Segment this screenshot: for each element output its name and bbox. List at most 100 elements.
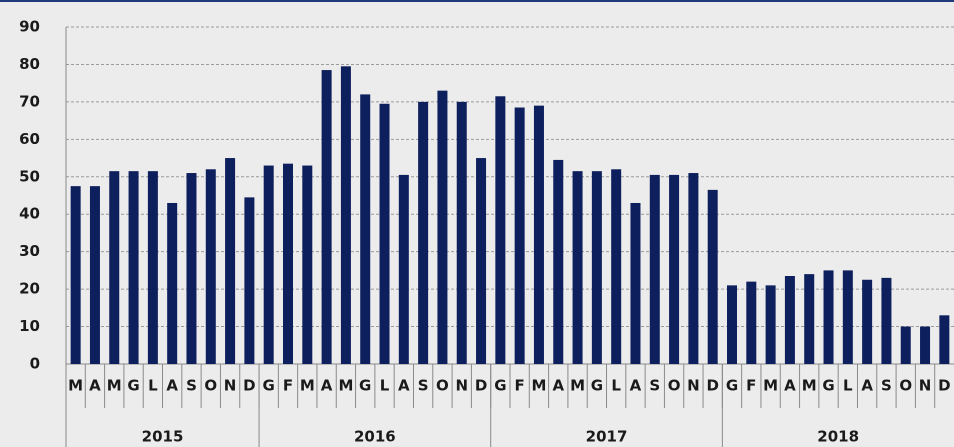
x-tick-label: N xyxy=(919,377,932,395)
x-tick-label: G xyxy=(263,377,275,395)
bar xyxy=(591,171,602,364)
bar xyxy=(900,326,911,364)
bar xyxy=(514,107,525,364)
bar xyxy=(707,189,718,364)
x-tick-label: A xyxy=(398,377,410,395)
x-tick-label: L xyxy=(148,377,158,395)
bar xyxy=(495,96,506,365)
bar xyxy=(727,285,737,364)
bar xyxy=(225,158,236,364)
y-tick-label: 0 xyxy=(30,355,40,373)
x-tick-label: O xyxy=(899,377,912,395)
bar xyxy=(263,165,274,364)
bar xyxy=(379,103,390,364)
bar xyxy=(920,326,931,364)
bar xyxy=(147,171,158,364)
x-tick-label: A xyxy=(89,377,101,395)
bar xyxy=(89,186,100,364)
x-tick-label: A xyxy=(552,377,564,395)
bar xyxy=(784,276,795,364)
bar xyxy=(823,270,834,364)
y-tick-label: 30 xyxy=(19,242,40,260)
y-tick-label: 10 xyxy=(19,317,40,335)
group-label: 2018 xyxy=(817,428,859,446)
x-tick-label: M xyxy=(531,377,546,395)
group-label: 2015 xyxy=(142,428,184,446)
x-tick-label: S xyxy=(649,377,660,395)
x-tick-label: N xyxy=(224,377,237,395)
bar xyxy=(476,158,487,364)
bar xyxy=(630,202,641,364)
bar xyxy=(128,171,139,364)
bar xyxy=(765,285,776,364)
bar xyxy=(109,171,120,364)
x-tick-label: M xyxy=(68,377,83,395)
y-tick-label: 20 xyxy=(19,280,40,298)
bar xyxy=(862,279,873,364)
y-tick-label: 40 xyxy=(19,205,40,223)
bar xyxy=(533,105,544,364)
group-label: 2017 xyxy=(586,428,628,446)
x-tick-label: M xyxy=(802,377,817,395)
x-tick-label: M xyxy=(570,377,585,395)
x-tick-label: S xyxy=(881,377,892,395)
bar xyxy=(70,186,81,364)
bar xyxy=(804,274,815,364)
x-tick-label: A xyxy=(630,377,642,395)
bar xyxy=(572,171,583,364)
bar xyxy=(186,173,197,364)
x-tick-label: A xyxy=(861,377,873,395)
x-tick-label: A xyxy=(321,377,333,395)
bar xyxy=(688,173,699,364)
x-tick-label: D xyxy=(938,377,950,395)
x-tick-label: D xyxy=(243,377,255,395)
x-tick-label: F xyxy=(515,377,525,395)
bar xyxy=(746,281,757,364)
x-tick-label: M xyxy=(763,377,778,395)
bar xyxy=(649,174,660,364)
x-tick-label: O xyxy=(436,377,449,395)
y-tick-label: 80 xyxy=(19,55,40,73)
x-tick-label: S xyxy=(186,377,197,395)
y-tick-label: 50 xyxy=(19,167,40,185)
bar xyxy=(418,101,429,364)
x-tick-label: D xyxy=(706,377,718,395)
x-tick-label: L xyxy=(380,377,390,395)
bar xyxy=(244,197,255,364)
bar xyxy=(553,159,564,364)
group-label: 2016 xyxy=(354,428,396,446)
x-tick-label: O xyxy=(204,377,217,395)
bar xyxy=(283,163,293,364)
bar xyxy=(669,174,680,364)
y-tick-label: 90 xyxy=(19,18,40,36)
top-border xyxy=(0,0,954,2)
x-tick-label: F xyxy=(283,377,293,395)
bar xyxy=(456,101,467,364)
bar xyxy=(302,165,313,364)
bar xyxy=(205,169,216,364)
x-tick-label: L xyxy=(611,377,621,395)
x-tick-label: G xyxy=(127,377,139,395)
x-tick-label: N xyxy=(455,377,468,395)
bar xyxy=(611,169,622,364)
bar xyxy=(939,315,950,364)
x-tick-label: A xyxy=(166,377,178,395)
x-tick-label: G xyxy=(494,377,506,395)
x-tick-label: L xyxy=(843,377,853,395)
x-tick-label: N xyxy=(687,377,700,395)
x-tick-label: A xyxy=(784,377,796,395)
x-tick-label: F xyxy=(746,377,756,395)
bar xyxy=(321,70,332,365)
bar xyxy=(842,270,853,364)
x-tick-label: G xyxy=(359,377,371,395)
y-tick-label: 70 xyxy=(19,92,40,110)
bar xyxy=(360,94,371,365)
x-tick-label: O xyxy=(668,377,681,395)
x-tick-label: M xyxy=(107,377,122,395)
x-tick-label: S xyxy=(418,377,429,395)
x-tick-label: G xyxy=(726,377,738,395)
bar xyxy=(167,202,178,364)
bar xyxy=(398,174,409,364)
bar xyxy=(437,90,448,365)
x-tick-label: G xyxy=(591,377,603,395)
